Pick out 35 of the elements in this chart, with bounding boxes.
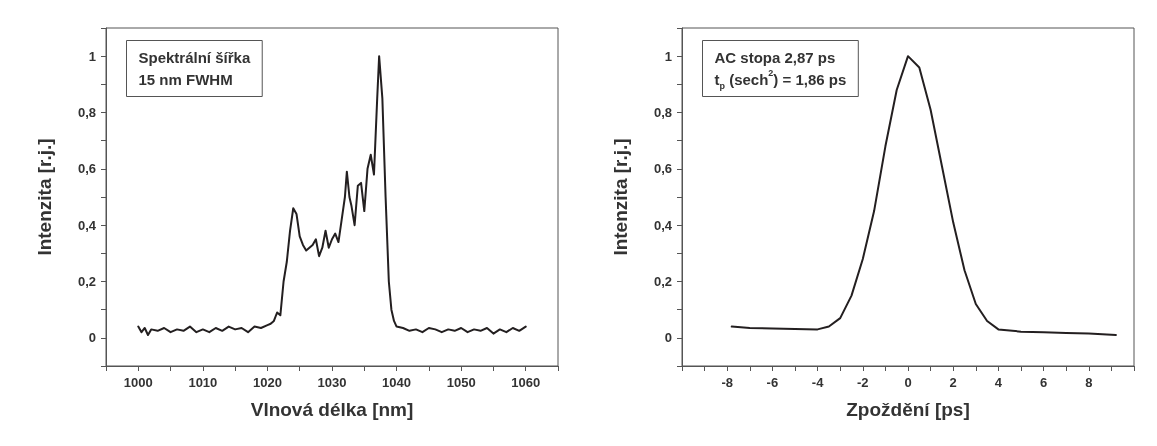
y-tick-label: 0 [664,330,672,346]
annotation: AC stopa 2,87 ps [714,49,836,66]
x-tick-label: 0 [904,375,912,390]
y-axis-title: Intenzita [r.j.] [34,138,55,256]
x-tick-label: 1030 [317,375,347,390]
annotation: 15 nm FWHM [138,71,233,88]
y-tick-label: 1 [664,48,672,64]
y-tick-label: 0,4 [653,217,673,233]
annotation: Spektrální šířka [138,49,251,66]
y-tick-label: 0,6 [77,161,96,177]
x-axis-title: Vlnová délka [nm] [250,399,414,420]
x-tick-label: -2 [857,375,869,390]
x-tick-label: 2 [949,375,957,390]
x-tick-label: -8 [721,375,733,390]
x-tick-label: 1040 [382,375,412,390]
x-axis-title: Zpoždění [ps] [846,399,970,420]
x-tick-label: 1010 [188,375,218,390]
y-tick-label: 0,2 [653,274,672,289]
x-tick-label: 1050 [446,375,476,390]
x-tick-label: 1020 [252,375,282,390]
x-tick-label: 4 [994,375,1003,390]
y-tick-label: 0,8 [653,105,672,120]
x-tick-label: 6 [1039,375,1048,390]
x-tick-label: -6 [766,375,779,390]
y-tick-label: 1 [88,48,96,64]
x-tick-label: 1000 [123,375,153,390]
x-tick-label: -4 [811,375,825,390]
y-tick-label: 0,6 [653,161,672,177]
x-tick-label: 1060 [511,375,541,390]
x-tick-label: 8 [1085,375,1093,390]
y-tick-label: 0,2 [77,274,96,289]
y-tick-label: 0 [88,330,96,346]
y-tick-label: 0,4 [77,217,97,233]
y-axis-title: Intenzita [r.j.] [610,138,631,256]
y-tick-label: 0,8 [77,105,96,120]
